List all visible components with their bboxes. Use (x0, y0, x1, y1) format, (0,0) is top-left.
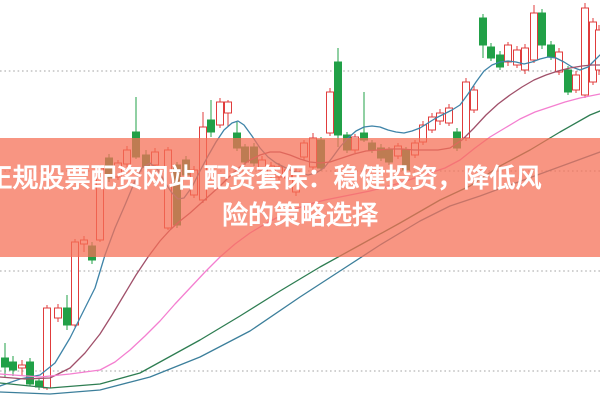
candle-down (334, 48, 342, 147)
candle-up (470, 86, 478, 113)
candle-up (54, 304, 62, 322)
banner-title-line2: 险的策略选择 (221, 200, 378, 231)
candle-up (326, 88, 334, 136)
candle-down (63, 295, 71, 330)
candle-down (496, 51, 504, 70)
candle-up (224, 100, 232, 127)
candle-up (462, 78, 470, 141)
candle-down (207, 100, 215, 137)
banner-title-line1: 正规股票配资网站 配资套保：稳健投资，降低风 (0, 163, 542, 194)
candle-down (1, 343, 9, 377)
candle-down (35, 378, 43, 390)
candle-up (581, 3, 589, 98)
candle-up (513, 46, 521, 68)
candle-up (18, 360, 26, 376)
candle-down (538, 9, 546, 49)
candle-down (360, 92, 368, 142)
candle-down (564, 66, 572, 95)
candle-down (487, 43, 495, 61)
candle-down (26, 358, 34, 386)
candle-up (428, 113, 436, 133)
candle-up (216, 98, 224, 128)
candle-up (43, 305, 51, 390)
candle-up (521, 44, 529, 74)
candle-up (436, 109, 444, 125)
candle-down (9, 356, 17, 376)
candle-up (445, 104, 453, 126)
promo-banner: 正规股票配资网站 配资套保：稳健投资，降低风 险的策略选择 (0, 138, 600, 257)
candle-up (572, 71, 580, 93)
candle-up (595, 25, 600, 75)
candle-down (479, 14, 487, 58)
candle-up (504, 42, 512, 66)
candle-up (530, 5, 538, 63)
